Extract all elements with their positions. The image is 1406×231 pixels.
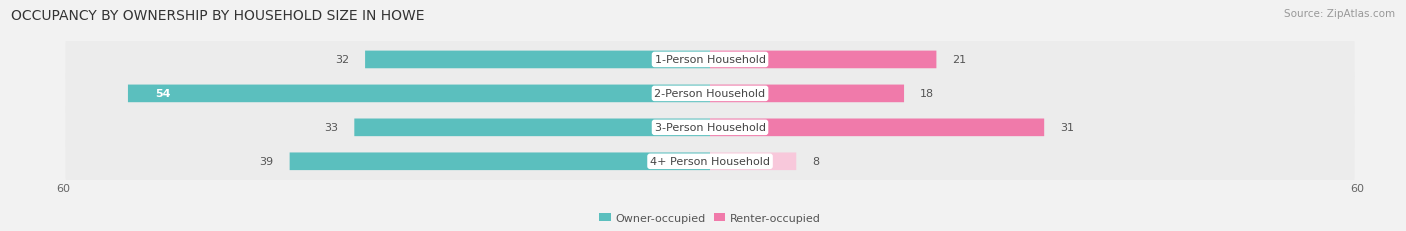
Text: 39: 39 <box>259 157 273 167</box>
Text: OCCUPANCY BY OWNERSHIP BY HOUSEHOLD SIZE IN HOWE: OCCUPANCY BY OWNERSHIP BY HOUSEHOLD SIZE… <box>11 9 425 23</box>
FancyBboxPatch shape <box>66 36 1354 84</box>
FancyBboxPatch shape <box>710 85 904 103</box>
Legend: Owner-occupied, Renter-occupied: Owner-occupied, Renter-occupied <box>595 208 825 227</box>
Text: 32: 32 <box>335 55 349 65</box>
Text: 4+ Person Household: 4+ Person Household <box>650 157 770 167</box>
Text: 18: 18 <box>920 89 935 99</box>
Text: 33: 33 <box>325 123 337 133</box>
FancyBboxPatch shape <box>66 70 1354 118</box>
Text: 54: 54 <box>155 89 170 99</box>
FancyBboxPatch shape <box>710 153 796 170</box>
Text: 1-Person Household: 1-Person Household <box>655 55 765 65</box>
FancyBboxPatch shape <box>710 51 936 69</box>
FancyBboxPatch shape <box>66 104 1354 152</box>
Text: 21: 21 <box>953 55 967 65</box>
FancyBboxPatch shape <box>710 119 1045 137</box>
FancyBboxPatch shape <box>290 153 710 170</box>
Text: 3-Person Household: 3-Person Household <box>655 123 765 133</box>
Text: 2-Person Household: 2-Person Household <box>654 89 766 99</box>
Text: Source: ZipAtlas.com: Source: ZipAtlas.com <box>1284 9 1395 19</box>
FancyBboxPatch shape <box>366 51 710 69</box>
Text: 31: 31 <box>1060 123 1074 133</box>
Text: 8: 8 <box>813 157 820 167</box>
FancyBboxPatch shape <box>128 85 710 103</box>
FancyBboxPatch shape <box>66 138 1354 185</box>
FancyBboxPatch shape <box>354 119 710 137</box>
